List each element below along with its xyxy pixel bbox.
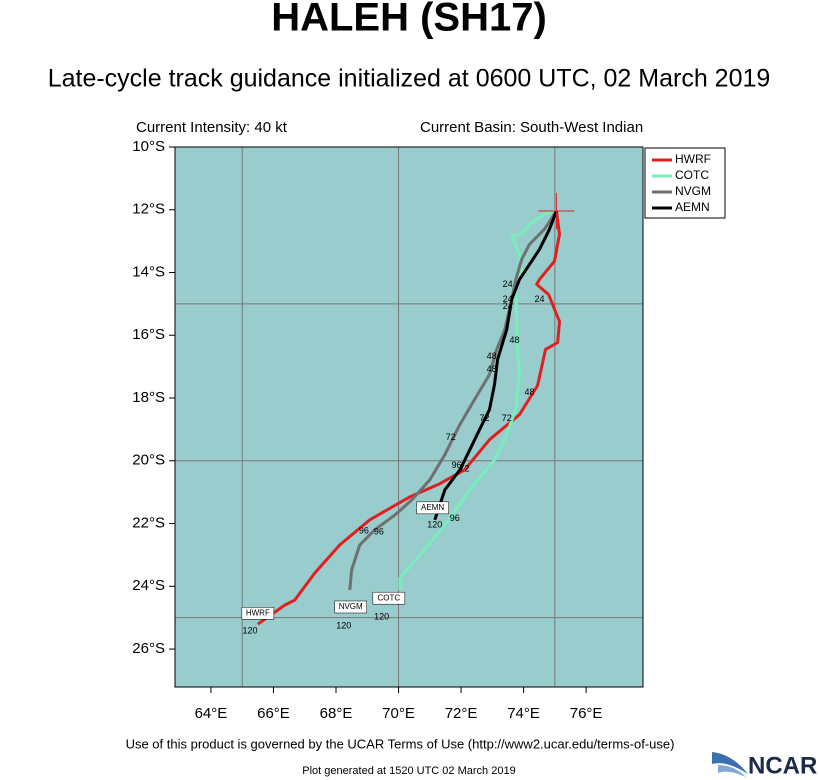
y-tick-label: 10°S — [132, 138, 165, 155]
track-line — [256, 210, 561, 626]
model-tag-box — [241, 607, 275, 620]
model-tag: NVGM — [339, 602, 363, 611]
hour-label: 24 — [503, 294, 513, 304]
y-tick-label: 26°S — [132, 640, 165, 657]
x-tick-label: 76°E — [570, 705, 603, 722]
chart-subtitle: Late-cycle track guidance initialized at… — [48, 65, 771, 93]
model-tag: HWRF — [246, 608, 270, 617]
hour-label: 72 — [479, 413, 489, 423]
x-tick-label: 68°E — [320, 705, 353, 722]
hour-label: 120 — [336, 621, 351, 631]
hour-label: 120 — [374, 611, 389, 621]
legend-label: HWRF — [675, 152, 711, 166]
model-tag: AEMN — [421, 503, 444, 512]
model-tag-box — [334, 600, 367, 614]
map-background — [175, 147, 643, 687]
hour-label: 96 — [450, 513, 460, 523]
hour-label: 48 — [525, 387, 535, 397]
model-tag-box — [416, 501, 449, 515]
x-tick-label: 70°E — [382, 705, 415, 722]
track-line — [433, 210, 558, 521]
y-tick-label: 24°S — [132, 577, 165, 594]
y-tick-label: 16°S — [132, 326, 165, 343]
hour-label: 72 — [446, 432, 456, 442]
hour-label: 96 — [374, 526, 384, 536]
hour-label: 72 — [502, 413, 512, 423]
terms-footer: Use of this product is governed by the U… — [126, 736, 675, 751]
hour-label: 48 — [487, 351, 497, 361]
ncar-logo: NCAR — [712, 752, 817, 779]
legend-label: COTC — [675, 168, 709, 182]
generated-footer: Plot generated at 1520 UTC 02 March 2019 — [302, 765, 515, 777]
intensity-info: Current Intensity: 40 kt — [136, 119, 288, 136]
map-frame — [174, 146, 644, 688]
hour-label: 96 — [452, 460, 462, 470]
y-tick-label: 22°S — [132, 514, 165, 531]
y-tick-label: 12°S — [132, 201, 165, 218]
hour-label: 72 — [459, 463, 469, 473]
logo-swoosh — [718, 765, 746, 777]
track-line — [348, 210, 558, 591]
x-tick-label: 64°E — [195, 705, 228, 722]
y-tick-label: 14°S — [132, 263, 165, 280]
basin-info: Current Basin: South-West Indian — [420, 119, 643, 136]
hour-label: 96 — [359, 525, 369, 535]
logo-swoosh — [712, 752, 748, 774]
track-line — [398, 209, 557, 590]
hour-label: 48 — [487, 364, 497, 374]
hour-label: 24 — [503, 301, 513, 311]
x-tick-label: 72°E — [445, 705, 478, 722]
hour-label: 120 — [243, 626, 258, 636]
legend-label: NVGM — [675, 184, 711, 198]
hour-label: 24 — [535, 294, 545, 304]
x-tick-label: 66°E — [257, 705, 290, 722]
model-tag: COTC — [377, 593, 400, 602]
legend-label: AEMN — [675, 200, 710, 214]
model-tag-box — [372, 591, 406, 605]
hour-label: 24 — [503, 279, 513, 289]
chart-title: HALEH (SH17) — [271, 0, 547, 40]
hour-label: 48 — [510, 335, 520, 345]
x-tick-label: 74°E — [507, 705, 540, 722]
logo-text: NCAR — [748, 752, 817, 779]
hour-label: 120 — [427, 519, 442, 529]
current-position — [538, 193, 575, 230]
y-tick-label: 18°S — [132, 389, 165, 406]
legend: HWRF COTC NVGM AEMN — [644, 147, 726, 219]
y-tick-label: 20°S — [132, 452, 165, 469]
